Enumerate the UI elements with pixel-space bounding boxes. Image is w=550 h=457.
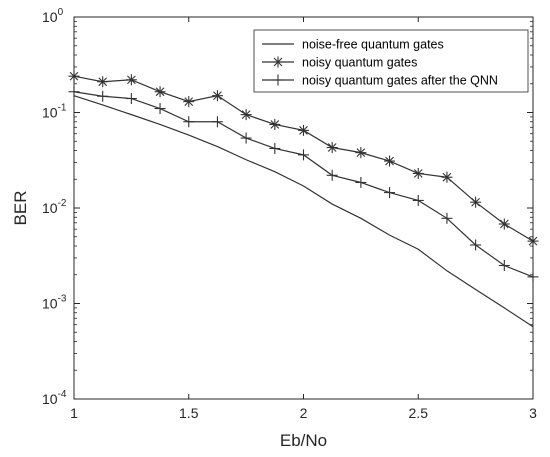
- legend-entry: noise-free quantum gates: [262, 38, 444, 52]
- series-1: [73, 95, 534, 328]
- legend-label: noise-free quantum gates: [302, 38, 444, 52]
- data-point: [211, 116, 223, 128]
- plot-frame: [73, 16, 534, 400]
- legend-marker: [272, 56, 284, 68]
- data-point: [125, 93, 137, 105]
- legend-box: [253, 29, 529, 93]
- data-point: [240, 132, 252, 144]
- data-point: [97, 90, 109, 102]
- x-tick-label: 2: [300, 405, 308, 421]
- data-point: [183, 96, 195, 108]
- data-point: [125, 74, 137, 86]
- data-point: [441, 171, 453, 183]
- legend: noise-free quantum gates noisy quantum ga…: [253, 29, 529, 93]
- data-point: [211, 90, 223, 102]
- series-3: [68, 86, 539, 283]
- data-point: [154, 103, 166, 115]
- data-point: [355, 147, 367, 159]
- data-point: [498, 259, 510, 271]
- legend-label: noisy quantum gates: [302, 56, 417, 70]
- data-point: [498, 218, 510, 230]
- x-tick-label: 1.5: [179, 405, 199, 421]
- y-tick-label: 100: [42, 7, 64, 25]
- data-point: [298, 124, 309, 136]
- legend-marker: [272, 74, 284, 86]
- legend-label: noisy quantum gates after the QNN: [302, 74, 498, 88]
- data-point: [470, 196, 482, 208]
- x-tick-label: 2.5: [409, 405, 429, 421]
- x-tick-label: 1: [70, 405, 78, 421]
- data-point: [97, 76, 109, 88]
- data-point: [183, 116, 195, 128]
- legend-entry: noisy quantum gates: [262, 56, 417, 70]
- series-2: [68, 70, 539, 247]
- data-point: [326, 142, 338, 154]
- data-point: [412, 194, 424, 206]
- data-point: [384, 187, 396, 199]
- y-tick-label: 10-2: [42, 198, 67, 216]
- y-tick-label: 10-1: [42, 103, 67, 121]
- y-axis-label: BER: [11, 191, 30, 226]
- data-point: [355, 176, 367, 188]
- data-point: [269, 118, 281, 130]
- y-tick-label: 10-3: [42, 294, 67, 312]
- y-tick-label: 10-4: [42, 389, 67, 407]
- data-point: [298, 149, 309, 161]
- data-point: [412, 167, 424, 179]
- data-point: [240, 109, 252, 121]
- x-tick-label: 3: [529, 405, 537, 421]
- data-point: [154, 86, 166, 98]
- x-axis-label: Eb/No: [280, 431, 327, 450]
- data-point: [470, 239, 482, 251]
- data-point: [326, 169, 338, 181]
- data-point: [441, 212, 453, 224]
- legend-entry: noisy quantum gates after the QNN: [262, 74, 498, 88]
- series-line: [73, 95, 534, 328]
- data-point: [384, 155, 396, 167]
- data-point: [269, 142, 281, 154]
